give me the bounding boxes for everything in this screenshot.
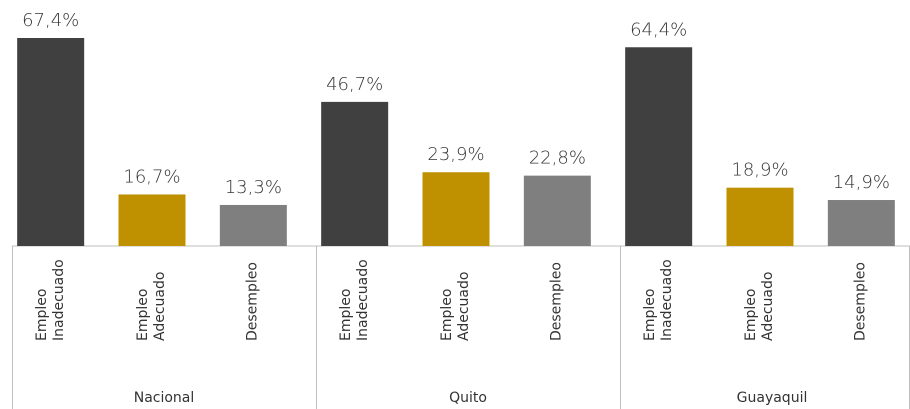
- group-label: Quito: [449, 390, 487, 406]
- group-label: Guayaquil: [736, 390, 808, 406]
- value-label: 64,4%: [630, 19, 687, 40]
- category-label: Empleo Inadecuado: [337, 259, 371, 341]
- value-label: 18,9%: [731, 160, 788, 181]
- bar: [726, 187, 794, 246]
- value-label: 46,7%: [326, 74, 383, 95]
- value-label: 67,4%: [22, 10, 79, 31]
- category-label: Empleo Adecuado: [743, 271, 776, 341]
- bar: [625, 47, 693, 246]
- bar: [827, 200, 895, 246]
- bar: [523, 175, 591, 246]
- bar: [321, 101, 389, 246]
- value-label: 22,8%: [529, 148, 586, 169]
- value-label: 13,3%: [225, 177, 282, 198]
- category-label: Empleo Adecuado: [439, 271, 472, 341]
- value-label: 14,9%: [833, 172, 890, 193]
- category-label: Desempleo: [852, 262, 869, 341]
- value-label: 23,9%: [427, 144, 484, 165]
- value-label: 16,7%: [123, 166, 180, 187]
- category-label: Desempleo: [548, 262, 565, 341]
- category-label: Empleo Inadecuado: [641, 259, 675, 341]
- category-label: Desempleo: [244, 262, 261, 341]
- category-label: Empleo Inadecuado: [33, 259, 67, 341]
- bar: [118, 194, 186, 246]
- bar: [17, 38, 85, 246]
- category-label: Empleo Adecuado: [135, 271, 168, 341]
- group-label: Nacional: [133, 390, 195, 406]
- bar: [219, 204, 287, 246]
- bar: [422, 172, 490, 246]
